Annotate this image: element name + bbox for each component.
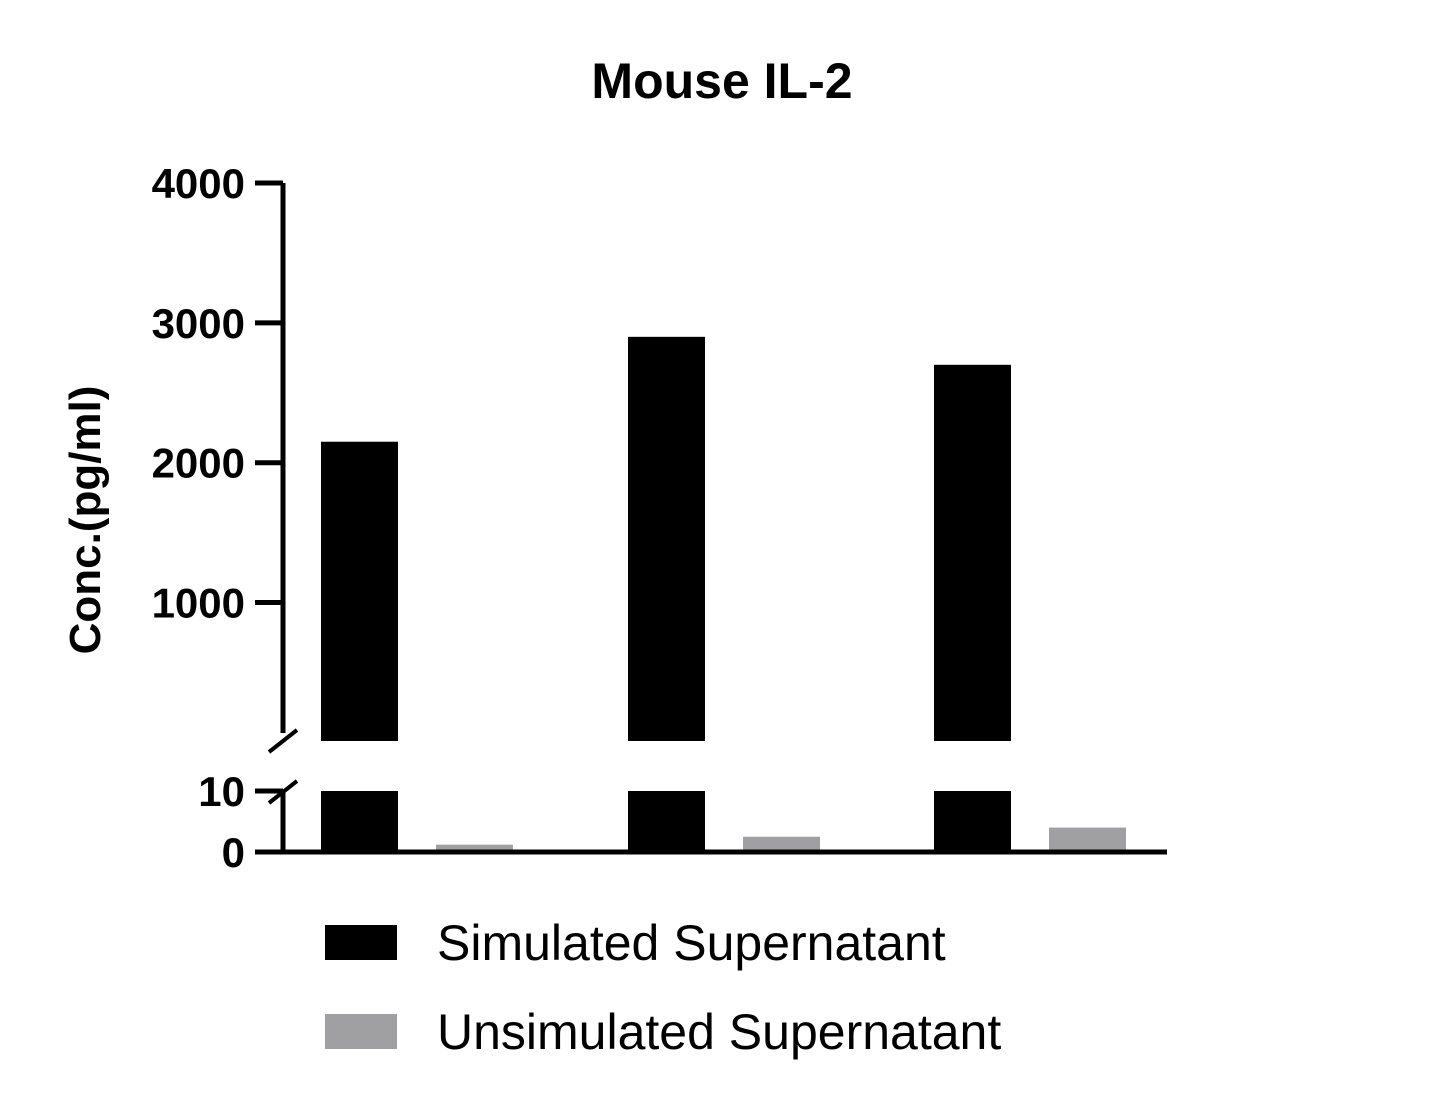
y-tick-label-10: 10 — [198, 768, 245, 815]
bar-2-3 — [1049, 827, 1126, 852]
chart-title: Mouse IL-2 — [591, 53, 852, 109]
y-tick-label-1000: 1000 — [152, 580, 245, 627]
bar-1-1-lower — [321, 791, 398, 852]
legend-swatch-1 — [325, 925, 397, 960]
y-axis-ticks: 1000 2000 3000 4000 0 10 — [152, 160, 283, 876]
axis-break-mark-lower — [267, 779, 299, 805]
bar-2-1 — [436, 844, 513, 852]
legend-label-2: Unsimulated Supernatant — [437, 1004, 1001, 1060]
axes — [267, 183, 1167, 855]
bar-1-2-upper — [628, 336, 705, 741]
y-tick-label-0: 0 — [222, 829, 245, 876]
bar-1-3-upper — [934, 364, 1011, 741]
legend-label-1: Simulated Supernatant — [437, 915, 946, 971]
axis-break-mark-upper — [267, 728, 299, 754]
bar-1-3-lower — [934, 791, 1011, 852]
legend: Simulated Supernatant Unsimulated Superna… — [325, 915, 1001, 1060]
y-tick-label-4000: 4000 — [152, 160, 245, 207]
bar-1-2-lower — [628, 791, 705, 852]
y-tick-label-2000: 2000 — [152, 440, 245, 487]
legend-swatch-2 — [325, 1014, 397, 1049]
bars — [321, 336, 1126, 852]
bar-1-1-upper — [321, 441, 398, 741]
y-tick-label-3000: 3000 — [152, 300, 245, 347]
bar-2-2 — [743, 836, 820, 852]
y-axis-label: Conc.(pg/ml) — [61, 386, 110, 655]
